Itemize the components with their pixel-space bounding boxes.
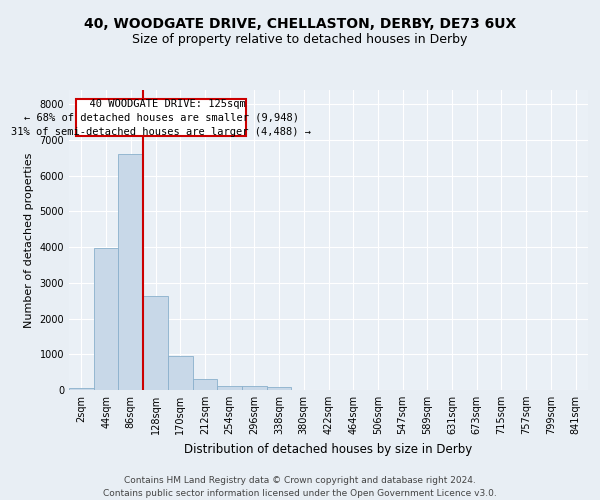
Bar <box>118 154 143 390</box>
FancyBboxPatch shape <box>76 99 247 136</box>
Bar <box>193 379 217 390</box>
Text: 40 WOODGATE DRIVE: 125sqm
← 68% of detached houses are smaller (9,948)
31% of se: 40 WOODGATE DRIVE: 125sqm ← 68% of detac… <box>11 98 311 136</box>
Bar <box>168 356 193 390</box>
Bar <box>143 296 168 390</box>
Bar <box>242 386 267 390</box>
Text: 40, WOODGATE DRIVE, CHELLASTON, DERBY, DE73 6UX: 40, WOODGATE DRIVE, CHELLASTON, DERBY, D… <box>84 18 516 32</box>
Text: Size of property relative to detached houses in Derby: Size of property relative to detached ho… <box>133 32 467 46</box>
Text: Contains public sector information licensed under the Open Government Licence v3: Contains public sector information licen… <box>103 488 497 498</box>
Bar <box>267 387 292 390</box>
Bar <box>69 388 94 390</box>
Bar <box>94 248 118 390</box>
Text: Contains HM Land Registry data © Crown copyright and database right 2024.: Contains HM Land Registry data © Crown c… <box>124 476 476 485</box>
X-axis label: Distribution of detached houses by size in Derby: Distribution of detached houses by size … <box>184 442 473 456</box>
Y-axis label: Number of detached properties: Number of detached properties <box>24 152 34 328</box>
Bar <box>217 386 242 390</box>
